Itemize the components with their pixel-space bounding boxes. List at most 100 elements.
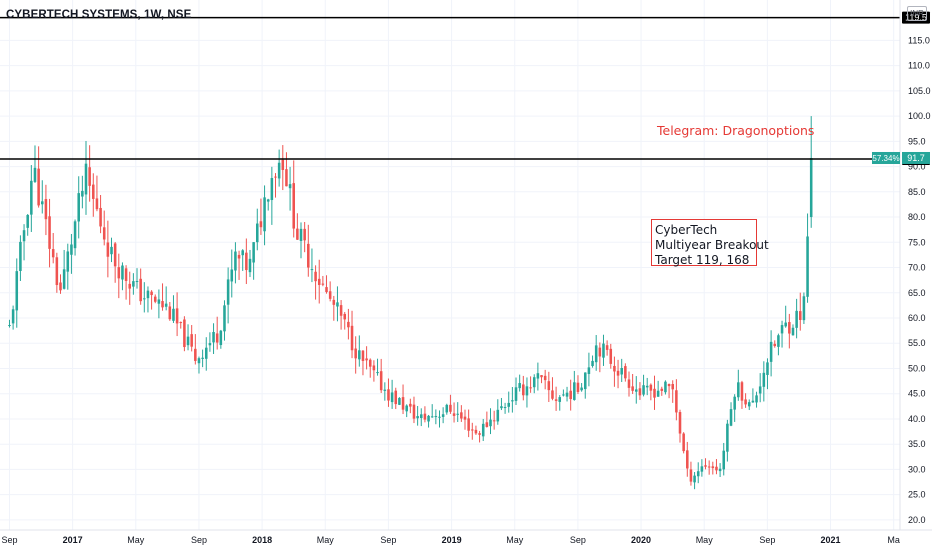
currency-button[interactable]: INR	[907, 6, 927, 21]
candle-body	[51, 249, 55, 258]
candle-body	[762, 372, 766, 387]
candle-body	[798, 311, 802, 320]
candle-body	[536, 373, 540, 379]
candle-body	[675, 390, 678, 413]
candle-body	[179, 322, 183, 324]
candle-body	[208, 343, 212, 346]
candle-body	[161, 301, 164, 308]
price-tick-label: 110.0	[908, 61, 930, 71]
candle-body	[540, 375, 543, 378]
candle-body	[419, 414, 423, 419]
candle-body	[788, 322, 791, 334]
candle-body	[146, 290, 150, 299]
time-tick-label: 2017	[63, 535, 83, 545]
candle-body	[773, 343, 777, 347]
candle-body	[215, 333, 219, 343]
time-tick-label: Sep	[1, 535, 17, 545]
candle-body	[507, 402, 511, 407]
candle-body	[686, 450, 689, 469]
candle-body	[747, 402, 751, 407]
candle-body	[44, 199, 48, 220]
candle-body	[707, 466, 711, 468]
candle-body	[667, 383, 671, 387]
time-tick-label: May	[127, 535, 145, 545]
candle-body	[729, 409, 733, 426]
candle-body	[430, 416, 434, 418]
telegram-annotation: Telegram: Dragonoptions	[657, 123, 815, 138]
candle-body	[511, 400, 514, 402]
candle-body	[296, 228, 299, 240]
candle-body	[733, 396, 736, 410]
time-tick-label: May	[317, 535, 335, 545]
time-tick-label: Sep	[380, 535, 396, 545]
candle-body	[594, 345, 598, 363]
candle-body	[40, 201, 44, 205]
candle-body	[234, 251, 237, 271]
candle-body	[463, 416, 467, 420]
candle-body	[445, 404, 449, 413]
candle-body	[598, 347, 602, 357]
candle-body	[376, 372, 379, 374]
price-tick-label: 45.0	[908, 389, 926, 399]
candle-body	[751, 400, 755, 403]
candle-body	[314, 271, 317, 282]
candle-body	[478, 433, 481, 435]
candle-body	[194, 348, 197, 361]
candle-body	[368, 359, 372, 367]
change-badge-label: 57.34%	[872, 154, 899, 163]
candle-body	[438, 416, 441, 418]
price-tick-label: 65.0	[908, 288, 926, 298]
candle-body	[172, 308, 175, 321]
price-tick-label: 25.0	[908, 490, 926, 500]
time-tick-label: Sep	[191, 535, 207, 545]
candle-body	[784, 322, 787, 327]
time-axis[interactable]: Sep 2017 May Sep 2018 May Sep 2019 May Sep 2020 May…	[1, 535, 899, 545]
price-tick-label: 35.0	[908, 439, 926, 449]
candle-body	[201, 357, 204, 359]
candle-body	[744, 399, 747, 405]
candle-body	[84, 163, 88, 195]
candle-body	[441, 414, 445, 417]
candle-body	[70, 244, 73, 255]
candle-body	[715, 466, 718, 471]
candle-body	[62, 269, 66, 289]
candle-body	[583, 372, 587, 390]
candle-body	[256, 223, 259, 243]
candle-body	[99, 207, 102, 227]
annotation-line-1: CyberTech	[655, 223, 718, 237]
candle-body	[562, 394, 565, 396]
candle-body	[809, 157, 813, 218]
candle-body	[307, 243, 310, 268]
candle-body	[143, 298, 146, 300]
candle-body	[197, 358, 201, 364]
candle-body	[390, 392, 394, 403]
candle-body	[645, 385, 649, 388]
candle-body	[347, 321, 350, 328]
price-tick-label: 100.0	[908, 111, 931, 121]
candle-body	[806, 236, 809, 297]
candle-body	[81, 190, 84, 197]
candle-body	[631, 386, 634, 391]
candle-body	[624, 366, 627, 379]
candle-body	[164, 303, 168, 307]
candle-body	[678, 412, 682, 434]
change-badge	[872, 151, 900, 164]
candle-body	[106, 242, 110, 257]
candle-body	[379, 371, 383, 391]
price-axis[interactable]: 20.0 25.0 30.0 35.0 40.0 45.0 50.0 55.0 60.0 65.0…	[908, 35, 931, 525]
price-tick-label: 30.0	[908, 464, 926, 474]
candle-body	[387, 389, 390, 401]
candle-body	[394, 390, 398, 405]
candle-body	[795, 310, 798, 328]
time-tick-label: Sep	[570, 535, 586, 545]
price-tick-label: 40.0	[908, 414, 926, 424]
time-tick-label: 2018	[252, 535, 272, 545]
candle-body	[59, 282, 62, 291]
candle-body	[237, 254, 241, 259]
candle-body	[55, 257, 59, 286]
breakout-annotation-box: CyberTech Multiyear Breakout Target 119,…	[651, 219, 769, 267]
candle-body	[492, 420, 496, 422]
candle-body	[609, 348, 613, 364]
candle-body	[350, 325, 354, 351]
candle-body	[405, 405, 408, 412]
